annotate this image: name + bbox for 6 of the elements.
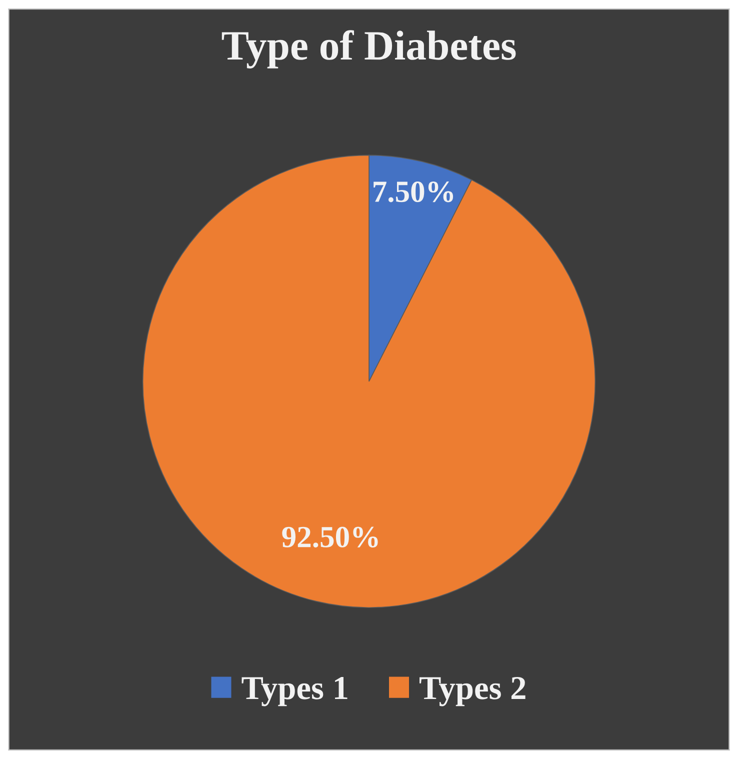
chart-title: Type of Diabetes [222,30,516,68]
legend-label: Types 2 [420,676,526,706]
legend-label: Types 1 [242,677,348,706]
data-label: 7.50% [374,181,454,202]
pie-slice [142,154,596,608]
data-label: 92.50% [282,526,378,548]
